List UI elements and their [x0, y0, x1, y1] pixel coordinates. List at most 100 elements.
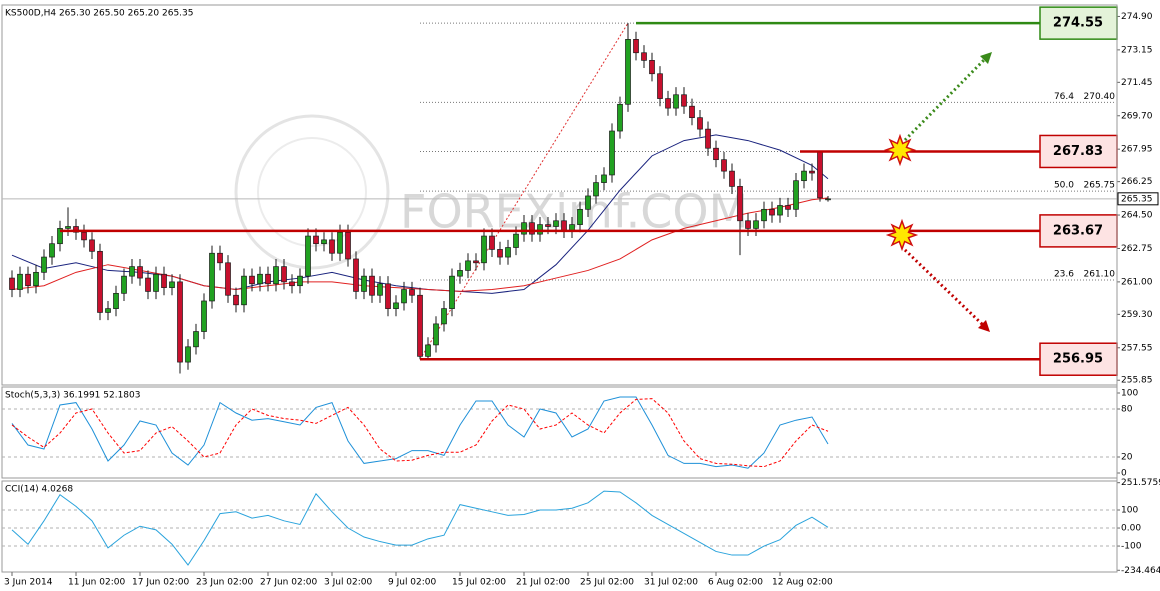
fib-ratio: 50.0 — [1054, 181, 1074, 191]
candle-body — [569, 224, 575, 231]
x-tick-label: 3 Jul 02:00 — [324, 578, 373, 588]
candle-body — [297, 275, 303, 287]
x-tick-label: 25 Jul 02:00 — [580, 578, 634, 588]
candle-body — [625, 39, 631, 105]
candle-body — [57, 228, 63, 245]
candle-body — [385, 283, 391, 309]
candle-body — [505, 247, 511, 258]
candle-body — [153, 273, 159, 292]
down-arrow — [903, 248, 985, 327]
candle-body — [457, 270, 463, 277]
candle-body — [665, 98, 671, 109]
watermark-logo — [234, 114, 390, 270]
candle-body — [337, 231, 343, 254]
annotation-layer — [883, 52, 992, 332]
candle-body — [321, 239, 327, 245]
candle-body — [769, 208, 775, 216]
indicator-line — [11, 197, 829, 292]
y-tick-label: 266.25 — [1121, 177, 1153, 187]
candle-body — [521, 222, 527, 235]
candle-body — [481, 235, 487, 264]
indicator-line — [11, 396, 829, 469]
candle-body — [553, 220, 559, 227]
candle-body — [657, 73, 663, 99]
current-price-label: 265.35 — [1121, 194, 1153, 204]
candle-body — [137, 266, 143, 279]
candle-body — [785, 205, 791, 210]
chart-title: KS500D,H4 265.30 265.50 265.20 265.35 — [5, 9, 194, 19]
candle-body — [257, 273, 263, 285]
candle-body — [545, 224, 551, 227]
candle-body — [9, 277, 15, 290]
watermark-logo — [257, 137, 367, 247]
candle-body — [417, 294, 423, 357]
y-tick-label: 273.15 — [1121, 45, 1153, 55]
y-tick-label: 259.30 — [1121, 310, 1153, 320]
x-tick-label: 11 Jun 02:00 — [68, 578, 125, 588]
candle-body — [177, 281, 183, 363]
candle-body — [793, 180, 799, 210]
candle-body — [377, 283, 383, 296]
candle-body — [281, 266, 287, 283]
candle-body — [289, 281, 295, 287]
plot-layer: KS500D,H4 265.30 265.50 265.20 265.35 274… — [2, 5, 1160, 588]
candle-body — [609, 130, 615, 176]
x-tick-label: 17 Jun 02:00 — [132, 578, 189, 588]
candle-body — [185, 346, 191, 363]
y-tick-label: 100 — [1121, 506, 1138, 516]
candle-body — [705, 128, 711, 149]
candle-body — [817, 151, 823, 199]
y-tick-label: 274.90 — [1121, 12, 1153, 22]
fib-price: 265.75 — [1084, 181, 1116, 191]
candle-body — [113, 292, 119, 309]
candle-body — [809, 170, 815, 174]
candle-body — [673, 94, 679, 109]
candle-body — [265, 273, 271, 285]
candle-body — [393, 302, 399, 309]
candle-body — [577, 208, 583, 225]
up-arrow — [903, 58, 986, 142]
candle-body — [73, 226, 79, 233]
current-price-box — [1117, 192, 1159, 206]
candle-body — [105, 308, 111, 313]
candle-body — [25, 273, 31, 287]
candle-body — [745, 220, 751, 229]
candle-body — [737, 186, 743, 222]
y-tick-label: -234.4641 — [1121, 566, 1160, 576]
candle-body — [721, 159, 727, 172]
candle-body — [801, 170, 807, 182]
candle-body — [585, 195, 591, 210]
x-tick-label: 21 Jul 02:00 — [516, 578, 570, 588]
level-label: 256.95 — [1053, 352, 1103, 367]
y-tick-label: 0.00 — [1121, 524, 1141, 534]
candle-body — [441, 308, 447, 325]
candle-body — [361, 275, 367, 292]
candle-body — [465, 260, 471, 271]
panel-title: Stoch(5,3,3) 36.1991 52.1803 — [5, 391, 140, 401]
candle-body — [145, 277, 151, 292]
y-tick-label: 261.00 — [1121, 277, 1153, 287]
candle-body — [313, 235, 319, 245]
candle-body — [249, 275, 255, 285]
candle-body — [777, 205, 783, 216]
y-tick-label: 80 — [1121, 405, 1133, 415]
candle-body — [33, 271, 39, 287]
level-box — [1039, 134, 1118, 169]
candle-body — [497, 249, 503, 258]
candle-body — [201, 300, 207, 332]
indicator-line — [11, 398, 829, 468]
candle-body — [345, 231, 351, 260]
candle-body — [489, 235, 495, 250]
x-tick-label: 12 Aug 02:00 — [772, 578, 833, 588]
candle-body — [353, 258, 359, 292]
candle-body — [601, 174, 607, 183]
candle-body — [97, 250, 103, 313]
fib-ratio: 76.4 — [1054, 92, 1074, 102]
y-tick-label: 251.5759 — [1121, 478, 1160, 488]
x-tick-label: 15 Jul 02:00 — [452, 578, 506, 588]
candle-body — [129, 266, 135, 277]
x-tick-label: 6 Aug 02:00 — [708, 578, 763, 588]
